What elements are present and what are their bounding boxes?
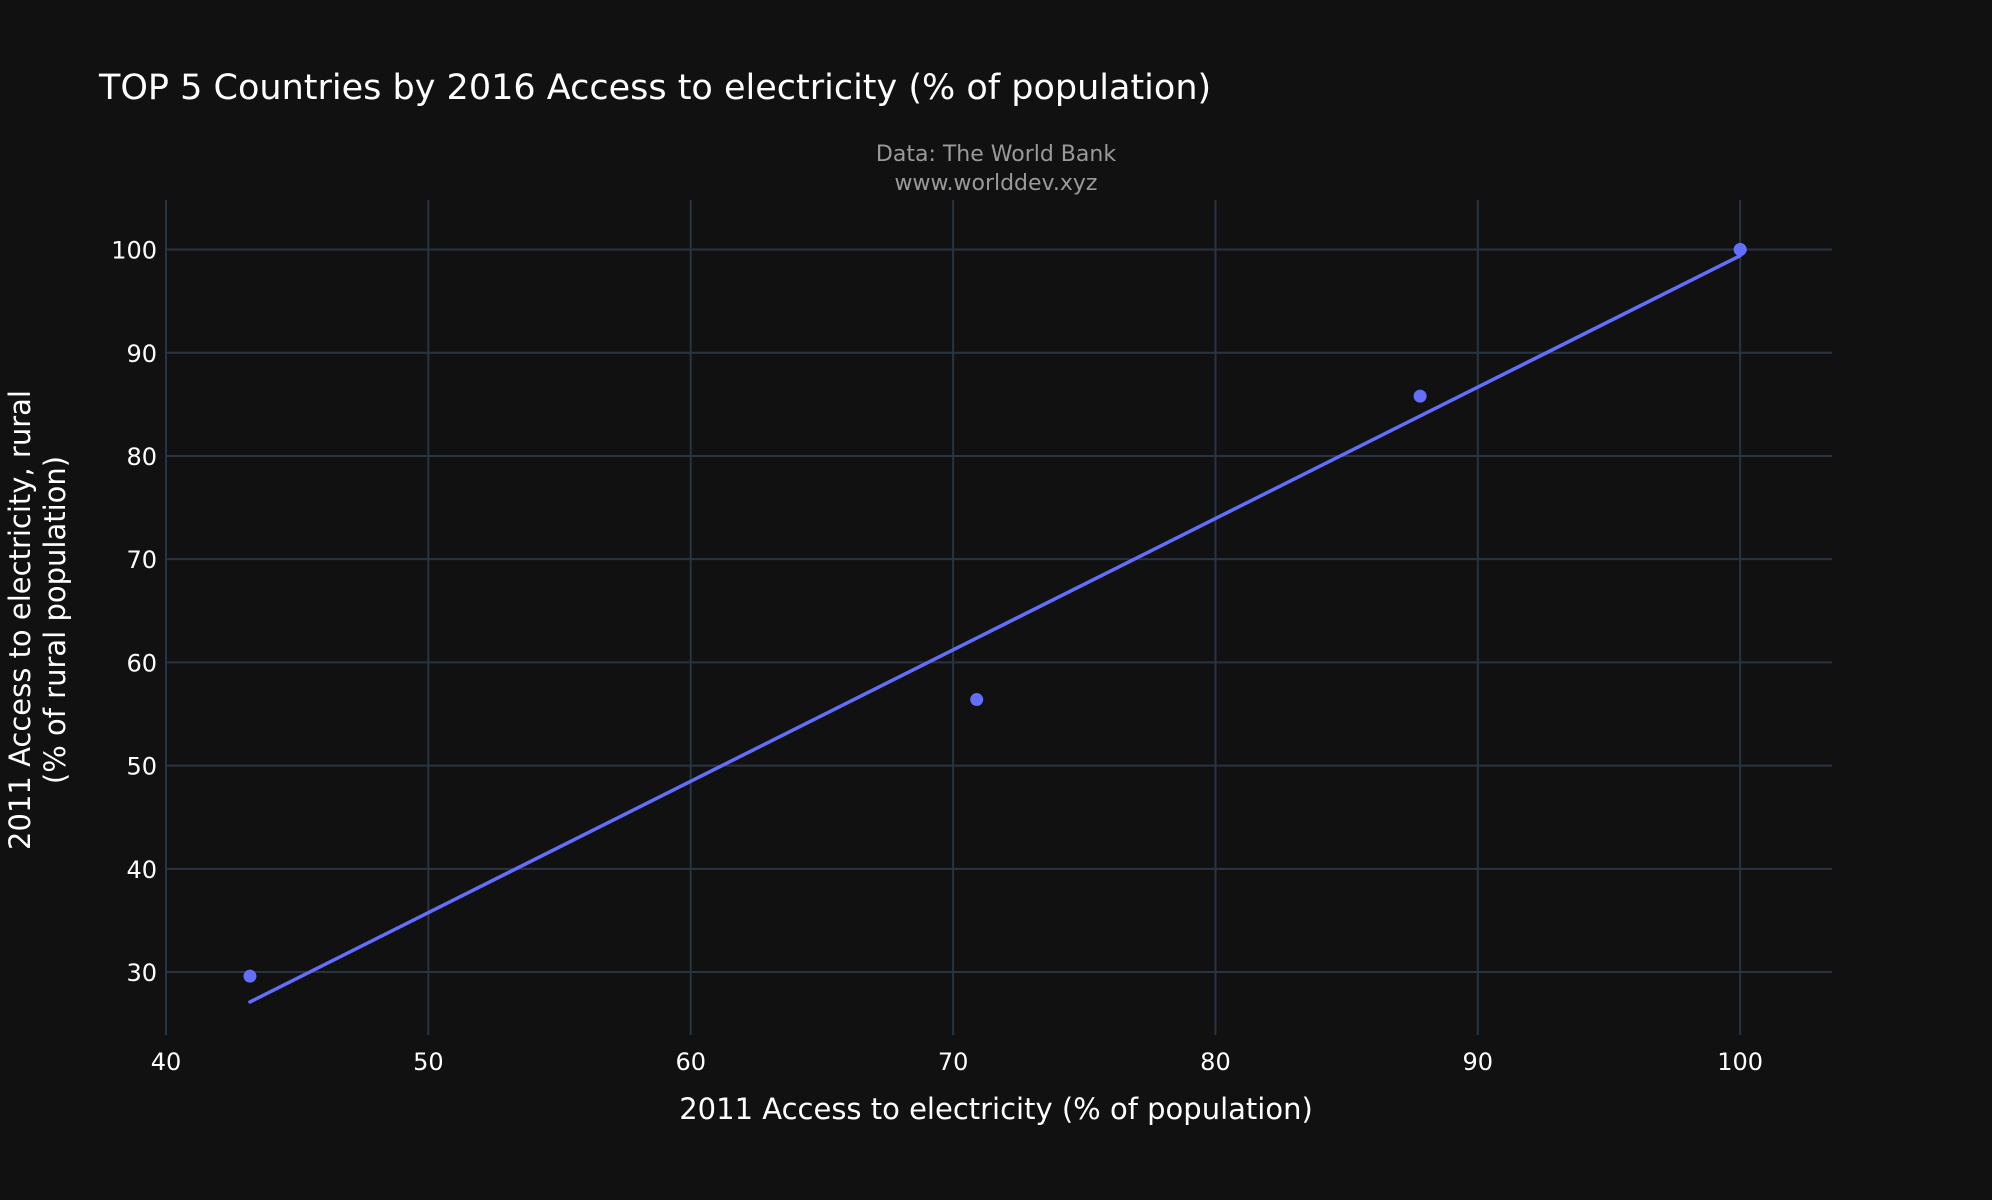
- chart-subtitle-line-2: www.worlddev.xyz: [895, 171, 1098, 196]
- x-tick-label: 40: [151, 1048, 182, 1076]
- tick-labels: 40 50 60 70 80 90 100 30 40 50 60 70 80 90 100: [111, 237, 1763, 1076]
- x-tick-label: 50: [413, 1048, 444, 1076]
- data-point[interactable]: [970, 693, 984, 707]
- x-axis-title: 2011 Access to electricity (% of populat…: [679, 1092, 1313, 1126]
- x-tick-label: 80: [1200, 1048, 1231, 1076]
- chart-title: TOP 5 Countries by 2016 Access to electr…: [98, 68, 1211, 108]
- trendline: [248, 253, 1742, 1004]
- data-point[interactable]: [1413, 389, 1427, 403]
- y-axis-title-line-2: (% of rural population): [38, 456, 72, 784]
- x-tick-label: 90: [1463, 1048, 1494, 1076]
- y-tick-label: 40: [126, 856, 157, 884]
- x-tick-label: 70: [938, 1048, 969, 1076]
- x-tick-label: 60: [675, 1048, 706, 1076]
- data-points: [243, 243, 1747, 983]
- y-tick-label: 30: [126, 959, 157, 987]
- x-tick-label: 100: [1717, 1048, 1763, 1076]
- y-tick-label: 60: [126, 649, 157, 677]
- chart-subtitle-line-1: Data: The World Bank: [876, 142, 1116, 167]
- data-point[interactable]: [1733, 243, 1747, 257]
- y-tick-label: 70: [126, 546, 157, 574]
- y-tick-label: 100: [111, 237, 157, 265]
- y-axis-title-line-1: 2011 Access to electricity, rural: [3, 390, 37, 850]
- trendline-layer: [248, 253, 1742, 1004]
- data-point[interactable]: [243, 969, 257, 983]
- y-tick-label: 50: [126, 753, 157, 781]
- y-tick-label: 90: [126, 340, 157, 368]
- gridlines: [165, 200, 1832, 1035]
- y-tick-label: 80: [126, 443, 157, 471]
